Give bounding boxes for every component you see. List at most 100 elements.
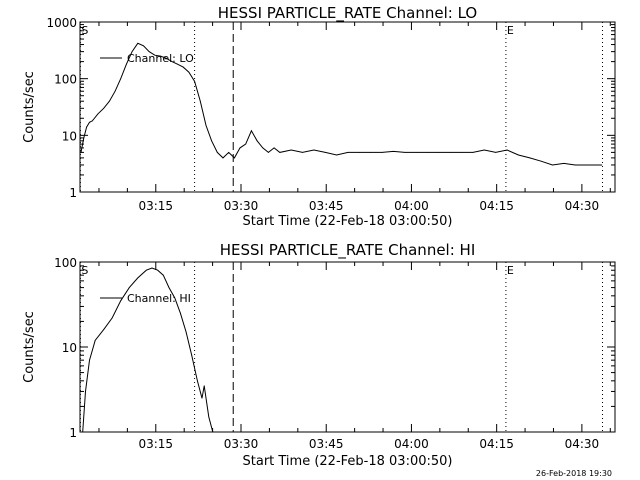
- x-tick-label: 04:15: [479, 437, 514, 451]
- data-point: [233, 157, 235, 159]
- data-point: [177, 63, 178, 65]
- data-point: [201, 397, 203, 399]
- x-tick-label: 04:30: [565, 437, 600, 451]
- data-point: [393, 151, 394, 152]
- data-point: [94, 339, 96, 341]
- data-point: [108, 100, 110, 102]
- data-point: [222, 157, 224, 159]
- data-point: [404, 151, 406, 153]
- data-point: [182, 66, 184, 68]
- data-point: [239, 147, 241, 149]
- data-point: [199, 100, 201, 102]
- data-point: [518, 154, 519, 156]
- data-point: [601, 164, 603, 166]
- marker-label: S: [81, 264, 88, 277]
- data-point: [529, 157, 531, 159]
- y-tick-label: 1000: [46, 16, 77, 30]
- data-point: [145, 269, 147, 271]
- data-point: [174, 297, 176, 299]
- data-point: [126, 63, 127, 65]
- data-point: [148, 51, 150, 53]
- data-point: [91, 120, 93, 122]
- data-point: [151, 267, 153, 269]
- data-point: [168, 287, 170, 288]
- data-point: [228, 151, 230, 153]
- legend-label: Channel: HI: [127, 292, 191, 305]
- data-point: [586, 164, 587, 166]
- x-tick-label: 04:00: [394, 199, 429, 213]
- data-point: [427, 151, 428, 153]
- data-point: [160, 55, 161, 57]
- y-tick-label: 10: [62, 341, 77, 355]
- data-point: [197, 380, 198, 382]
- data-point: [370, 151, 372, 153]
- data-point: [83, 137, 85, 139]
- data-point: [208, 416, 210, 418]
- data-point: [302, 151, 303, 153]
- data-point: [336, 154, 338, 156]
- data-point: [472, 151, 474, 153]
- data-point: [205, 124, 207, 126]
- data-point: [415, 151, 417, 153]
- x-axis-label: Start Time (22-Feb-18 03:00:50): [243, 454, 453, 469]
- data-point: [171, 61, 173, 63]
- data-point: [179, 312, 181, 314]
- data-point: [574, 164, 576, 166]
- data-point: [563, 162, 565, 164]
- x-tick-label: 04:30: [565, 199, 600, 213]
- data-point: [279, 151, 281, 153]
- data-point: [89, 121, 90, 123]
- data-point: [506, 149, 508, 151]
- data-point: [103, 329, 105, 331]
- data-point: [290, 149, 292, 151]
- x-tick-label: 04:00: [394, 437, 429, 451]
- data-point: [262, 147, 264, 149]
- data-point: [191, 354, 193, 356]
- data-point: [114, 90, 116, 92]
- data-point: [449, 151, 451, 153]
- data-point: [268, 151, 269, 153]
- data-point: [313, 149, 315, 151]
- series-line: [80, 42, 602, 166]
- data-point: [211, 140, 213, 142]
- data-point: [540, 160, 542, 162]
- data-point: [212, 431, 214, 433]
- y-tick-label: 1: [69, 186, 77, 200]
- data-point: [137, 42, 139, 44]
- x-tick-label: 04:15: [479, 199, 514, 213]
- x-axis-label: Start Time (22-Feb-18 03:00:50): [243, 214, 453, 229]
- data-point: [194, 80, 195, 82]
- chart-panel-lo: HESSI PARTICLE_RATE Channel: LO 03:15 03:3…: [22, 4, 616, 229]
- chart-title: HESSI PARTICLE_RATE Channel: HI: [220, 241, 476, 260]
- legend-label: Channel: LO: [127, 52, 194, 65]
- data-point: [381, 151, 383, 153]
- data-point: [347, 151, 349, 153]
- data-point: [137, 277, 139, 279]
- data-point: [157, 269, 159, 271]
- y-tick-label: 1: [69, 426, 77, 440]
- data-point: [82, 431, 84, 433]
- data-point: [103, 107, 105, 109]
- data-point: [128, 287, 130, 288]
- data-point: [120, 300, 122, 302]
- data-point: [154, 54, 156, 56]
- plot-timestamp: 26-Feb-2018 19:30: [536, 469, 612, 478]
- data-point: [273, 147, 275, 149]
- x-tick-label: 03:30: [224, 199, 259, 213]
- data-point: [97, 113, 99, 115]
- data-point: [324, 151, 326, 153]
- data-point: [185, 331, 187, 333]
- x-tick-label: 03:45: [309, 437, 344, 451]
- data-point: [251, 130, 252, 132]
- chart-panel-hi: HESSI PARTICLE_RATE Channel: HI 03:15 03:3…: [22, 241, 616, 469]
- marker-label: E: [507, 24, 514, 37]
- x-tick-label: 03:45: [309, 199, 344, 213]
- data-point: [245, 143, 247, 145]
- data-point: [256, 140, 258, 142]
- data-point: [216, 151, 218, 153]
- data-point: [111, 317, 113, 319]
- data-point: [461, 151, 463, 153]
- marker-label: E: [507, 264, 514, 277]
- data-point: [495, 151, 497, 153]
